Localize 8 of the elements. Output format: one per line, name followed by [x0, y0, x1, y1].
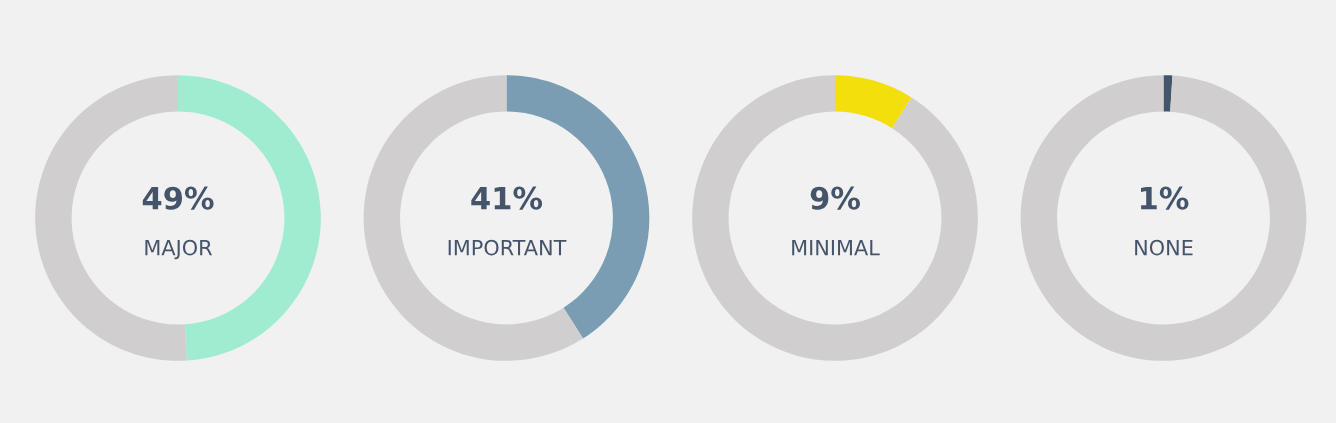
- text: MINIMAL: [792, 239, 880, 256]
- data-label: 41%: [471, 186, 543, 210]
- text: MAJOR: [145, 239, 213, 260]
- data-label: 49%: [142, 186, 214, 210]
- data-label: 9%: [810, 186, 860, 210]
- text: IMPORTANT: [448, 239, 567, 256]
- text: NONE: [1135, 239, 1193, 256]
- data-label: 1%: [1141, 186, 1189, 210]
